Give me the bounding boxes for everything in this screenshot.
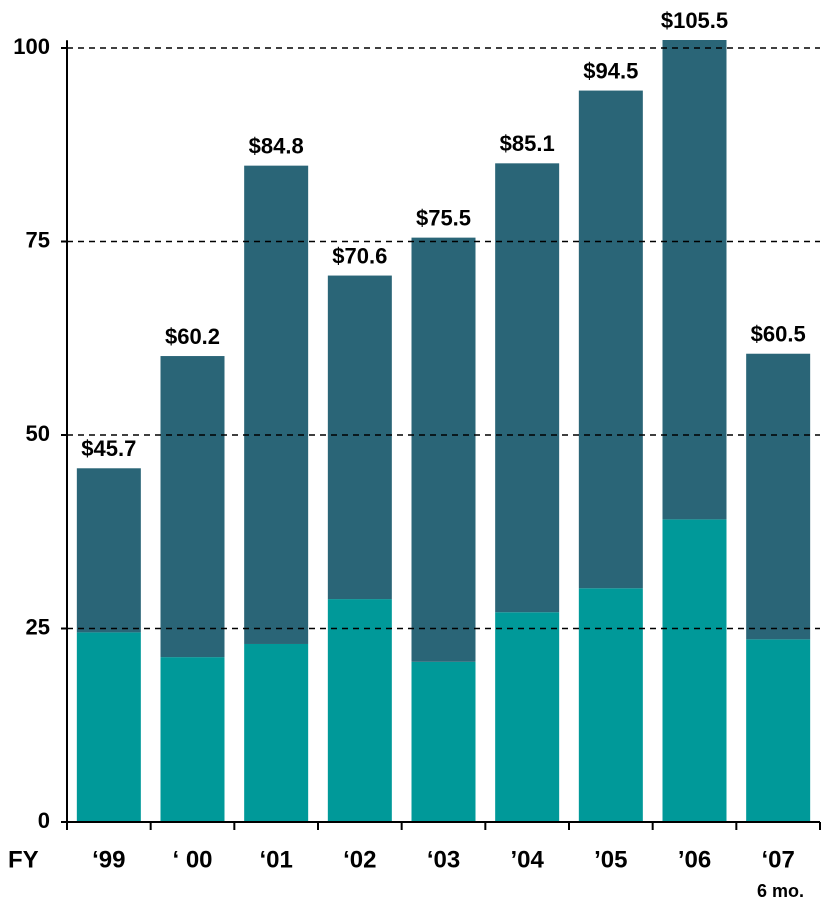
- x-tick-label: ‘99: [92, 846, 125, 873]
- bar-segment: [495, 612, 560, 822]
- total-label: $85.1: [500, 131, 555, 156]
- y-tick-label: 50: [26, 421, 50, 446]
- bar-segment: [411, 237, 476, 662]
- x-tick-label: ‘03: [427, 846, 460, 873]
- y-tick-label: 0: [38, 808, 50, 833]
- bar-segment: [495, 163, 560, 613]
- bar-segment: [244, 165, 309, 644]
- bar-segment: [662, 519, 727, 822]
- total-label: $75.5: [416, 205, 471, 230]
- bar-segment: [662, 40, 727, 520]
- x-tick-label: ‘ 00: [172, 846, 212, 873]
- total-label: $60.2: [165, 324, 220, 349]
- x-tick-label: ’06: [678, 846, 711, 873]
- total-label: $70.6: [332, 243, 387, 268]
- bar-segment: [76, 632, 141, 822]
- bar-segment: [76, 468, 141, 633]
- x-tick-label: ‘07: [761, 846, 794, 873]
- bar-segment: [160, 657, 225, 822]
- x-tick-label: ‘02: [343, 846, 376, 873]
- total-label: $105.5: [661, 8, 728, 33]
- bar-segment: [411, 661, 476, 822]
- x-tick-label: ’05: [594, 846, 627, 873]
- bars: [76, 40, 811, 822]
- y-tick-label: 75: [26, 227, 50, 252]
- x-tick-label: ’04: [510, 846, 544, 873]
- total-label: $94.5: [583, 58, 638, 83]
- y-tick-label: 100: [13, 34, 50, 59]
- annotation: 6 mo.: [757, 881, 804, 901]
- total-label: $45.7: [81, 436, 136, 461]
- bar-segment: [160, 356, 225, 658]
- bar-segment: [244, 643, 309, 822]
- bar-segment: [327, 275, 392, 600]
- bar-segment: [746, 639, 811, 822]
- bar-segment: [746, 353, 811, 640]
- x-axis-label: FY: [8, 846, 39, 873]
- bar-segment: [578, 90, 643, 589]
- bar-segment: [578, 588, 643, 822]
- total-label: $60.5: [751, 322, 806, 347]
- bar-segment: [327, 599, 392, 822]
- total-label: $84.8: [249, 133, 304, 158]
- x-tick-label: ‘01: [259, 846, 292, 873]
- y-tick-label: 25: [26, 614, 50, 639]
